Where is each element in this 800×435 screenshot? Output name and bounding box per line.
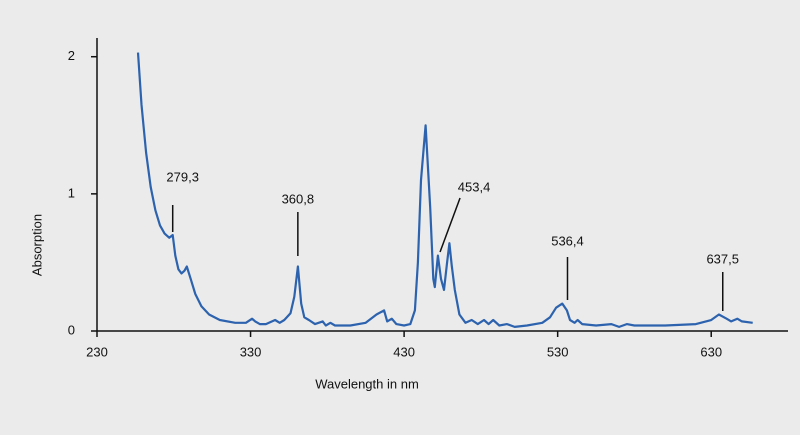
peak-label: 453,4: [458, 179, 491, 194]
x-axis-label: Wavelength in nm: [315, 376, 419, 391]
x-tick-label: 330: [240, 344, 262, 359]
peak-label: 360,8: [282, 191, 315, 206]
x-tick-label: 230: [86, 344, 108, 359]
leader-line: [439, 197, 461, 253]
x-tick-label: 430: [393, 344, 415, 359]
y-tick-label: 0: [68, 322, 75, 337]
y-tick-label: 1: [68, 185, 75, 200]
peak-label: 536,4: [551, 233, 584, 248]
y-axis-label: Absorption: [29, 214, 44, 276]
spectrum-line: [136, 52, 753, 328]
peak-label: 279,3: [166, 169, 199, 184]
y-tick-label: 2: [68, 48, 75, 63]
peak-label: 637,5: [706, 251, 739, 266]
x-tick-label: 530: [547, 344, 569, 359]
x-tick-label: 630: [700, 344, 722, 359]
